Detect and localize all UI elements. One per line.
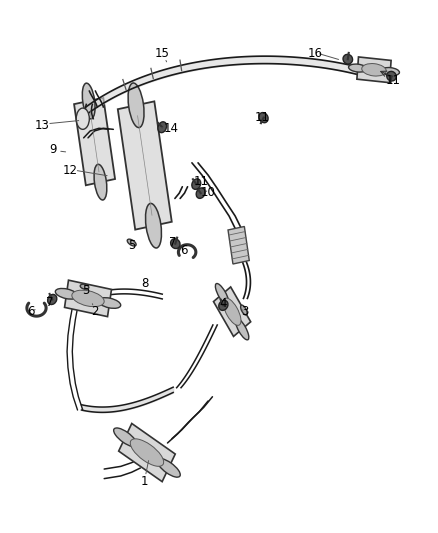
Text: 1: 1 <box>141 475 148 488</box>
Text: 7: 7 <box>46 296 54 309</box>
Ellipse shape <box>80 284 89 289</box>
Polygon shape <box>64 280 112 317</box>
Ellipse shape <box>381 68 399 76</box>
Ellipse shape <box>94 164 107 200</box>
Ellipse shape <box>158 122 166 133</box>
Text: 8: 8 <box>141 277 148 290</box>
Ellipse shape <box>343 54 353 64</box>
Polygon shape <box>213 287 251 336</box>
Ellipse shape <box>223 298 241 325</box>
Ellipse shape <box>55 288 78 299</box>
Text: 6: 6 <box>28 305 35 318</box>
Text: 11: 11 <box>255 111 270 124</box>
Ellipse shape <box>349 64 367 72</box>
Text: 5: 5 <box>82 284 89 297</box>
Ellipse shape <box>240 305 247 315</box>
Ellipse shape <box>219 300 228 310</box>
Text: 2: 2 <box>91 305 98 318</box>
Text: 12: 12 <box>63 164 78 177</box>
Text: 15: 15 <box>155 47 170 60</box>
Ellipse shape <box>171 239 180 248</box>
Text: 11: 11 <box>194 175 209 188</box>
Ellipse shape <box>127 239 136 246</box>
Text: 13: 13 <box>35 119 49 132</box>
Text: 3: 3 <box>241 305 249 318</box>
Ellipse shape <box>145 204 162 248</box>
Polygon shape <box>357 57 391 83</box>
Polygon shape <box>119 423 175 482</box>
Ellipse shape <box>157 458 180 477</box>
Ellipse shape <box>130 439 164 466</box>
Text: 14: 14 <box>163 122 178 135</box>
Ellipse shape <box>196 188 205 198</box>
Polygon shape <box>228 227 249 264</box>
Text: 4: 4 <box>219 297 227 310</box>
Polygon shape <box>74 98 115 185</box>
Ellipse shape <box>72 290 104 306</box>
Ellipse shape <box>259 112 268 123</box>
Ellipse shape <box>113 428 137 447</box>
Ellipse shape <box>362 63 386 76</box>
Text: 7: 7 <box>170 236 177 249</box>
Text: 10: 10 <box>201 185 215 199</box>
Ellipse shape <box>98 297 121 309</box>
Ellipse shape <box>215 284 229 305</box>
Ellipse shape <box>192 179 201 189</box>
Ellipse shape <box>82 83 95 119</box>
Polygon shape <box>118 101 172 230</box>
Text: 9: 9 <box>49 143 57 156</box>
Text: 6: 6 <box>180 244 188 257</box>
Ellipse shape <box>387 71 396 81</box>
Text: 11: 11 <box>386 74 401 87</box>
Ellipse shape <box>76 108 89 130</box>
Text: 5: 5 <box>128 239 135 252</box>
Ellipse shape <box>48 294 57 304</box>
Text: 16: 16 <box>307 47 322 60</box>
Ellipse shape <box>235 318 249 340</box>
Ellipse shape <box>128 83 144 127</box>
